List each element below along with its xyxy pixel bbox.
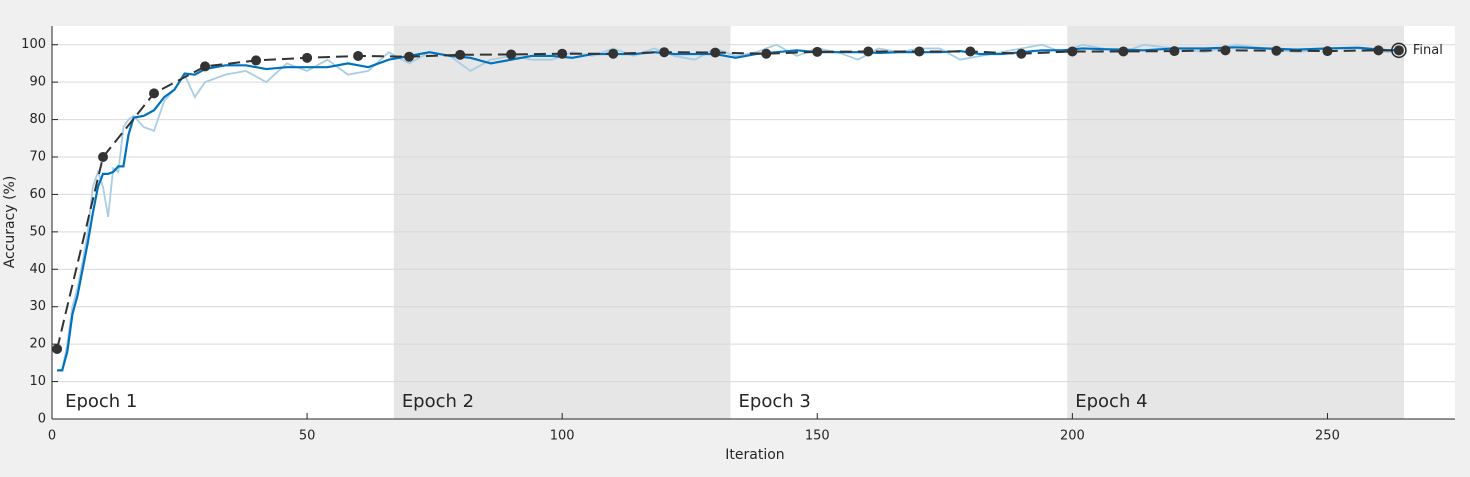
y-tick-label: 50 xyxy=(29,224,46,239)
series-marker xyxy=(1067,46,1078,57)
y-tick-label: 20 xyxy=(29,337,46,352)
y-tick-label: 0 xyxy=(38,412,46,427)
epoch-label: Epoch 1 xyxy=(65,391,137,412)
series-marker xyxy=(761,48,772,59)
epoch-label: Epoch 3 xyxy=(739,391,811,412)
series-marker xyxy=(1220,45,1231,56)
y-axis-label: Accuracy (%) xyxy=(2,176,18,269)
series-marker xyxy=(1393,45,1404,56)
x-tick-label: 100 xyxy=(550,429,575,444)
series-marker xyxy=(1373,45,1384,56)
y-tick-label: 30 xyxy=(29,299,46,314)
x-tick-label: 50 xyxy=(299,429,316,444)
series-marker xyxy=(557,48,568,59)
epoch-label: Epoch 4 xyxy=(1075,391,1147,412)
x-tick-label: 0 xyxy=(48,429,56,444)
y-tick-label: 90 xyxy=(29,75,46,90)
y-tick-label: 100 xyxy=(21,37,46,52)
series-marker xyxy=(52,344,63,355)
epoch-band xyxy=(393,26,731,419)
series-line xyxy=(57,46,1399,372)
series-marker xyxy=(863,46,874,57)
x-axis-label: Iteration xyxy=(725,447,784,463)
series-line xyxy=(56,49,1399,350)
epoch-band xyxy=(1067,26,1404,419)
series-marker xyxy=(404,51,415,62)
y-tick-label: 10 xyxy=(29,374,46,389)
series-marker xyxy=(812,46,823,57)
y-tick-label: 40 xyxy=(29,262,46,277)
series-marker xyxy=(1322,46,1333,57)
x-tick-label: 200 xyxy=(1060,429,1085,444)
series-marker xyxy=(455,49,466,60)
series-marker xyxy=(1118,46,1129,57)
x-tick-label: 150 xyxy=(805,429,830,444)
series-marker xyxy=(914,46,925,57)
y-tick-label: 70 xyxy=(29,150,46,165)
series-marker xyxy=(200,61,211,72)
series-marker xyxy=(251,55,262,66)
final-marker xyxy=(1391,42,1407,59)
series-marker xyxy=(1169,46,1180,57)
series-marker xyxy=(608,48,619,59)
epoch-label: Epoch 2 xyxy=(402,391,474,412)
y-tick-label: 80 xyxy=(29,112,46,127)
series-marker xyxy=(506,49,517,60)
series-marker xyxy=(353,50,364,61)
x-tick-label: 250 xyxy=(1315,429,1340,444)
y-tick-label: 60 xyxy=(29,187,46,202)
series-marker xyxy=(1271,45,1282,56)
series-marker xyxy=(1016,48,1027,59)
series-marker xyxy=(98,152,109,162)
series-marker xyxy=(710,47,721,58)
series-marker xyxy=(965,46,976,57)
series-marker xyxy=(659,47,670,58)
final-label: Final xyxy=(1413,43,1443,58)
series-marker xyxy=(149,88,160,99)
series-marker xyxy=(302,52,313,63)
